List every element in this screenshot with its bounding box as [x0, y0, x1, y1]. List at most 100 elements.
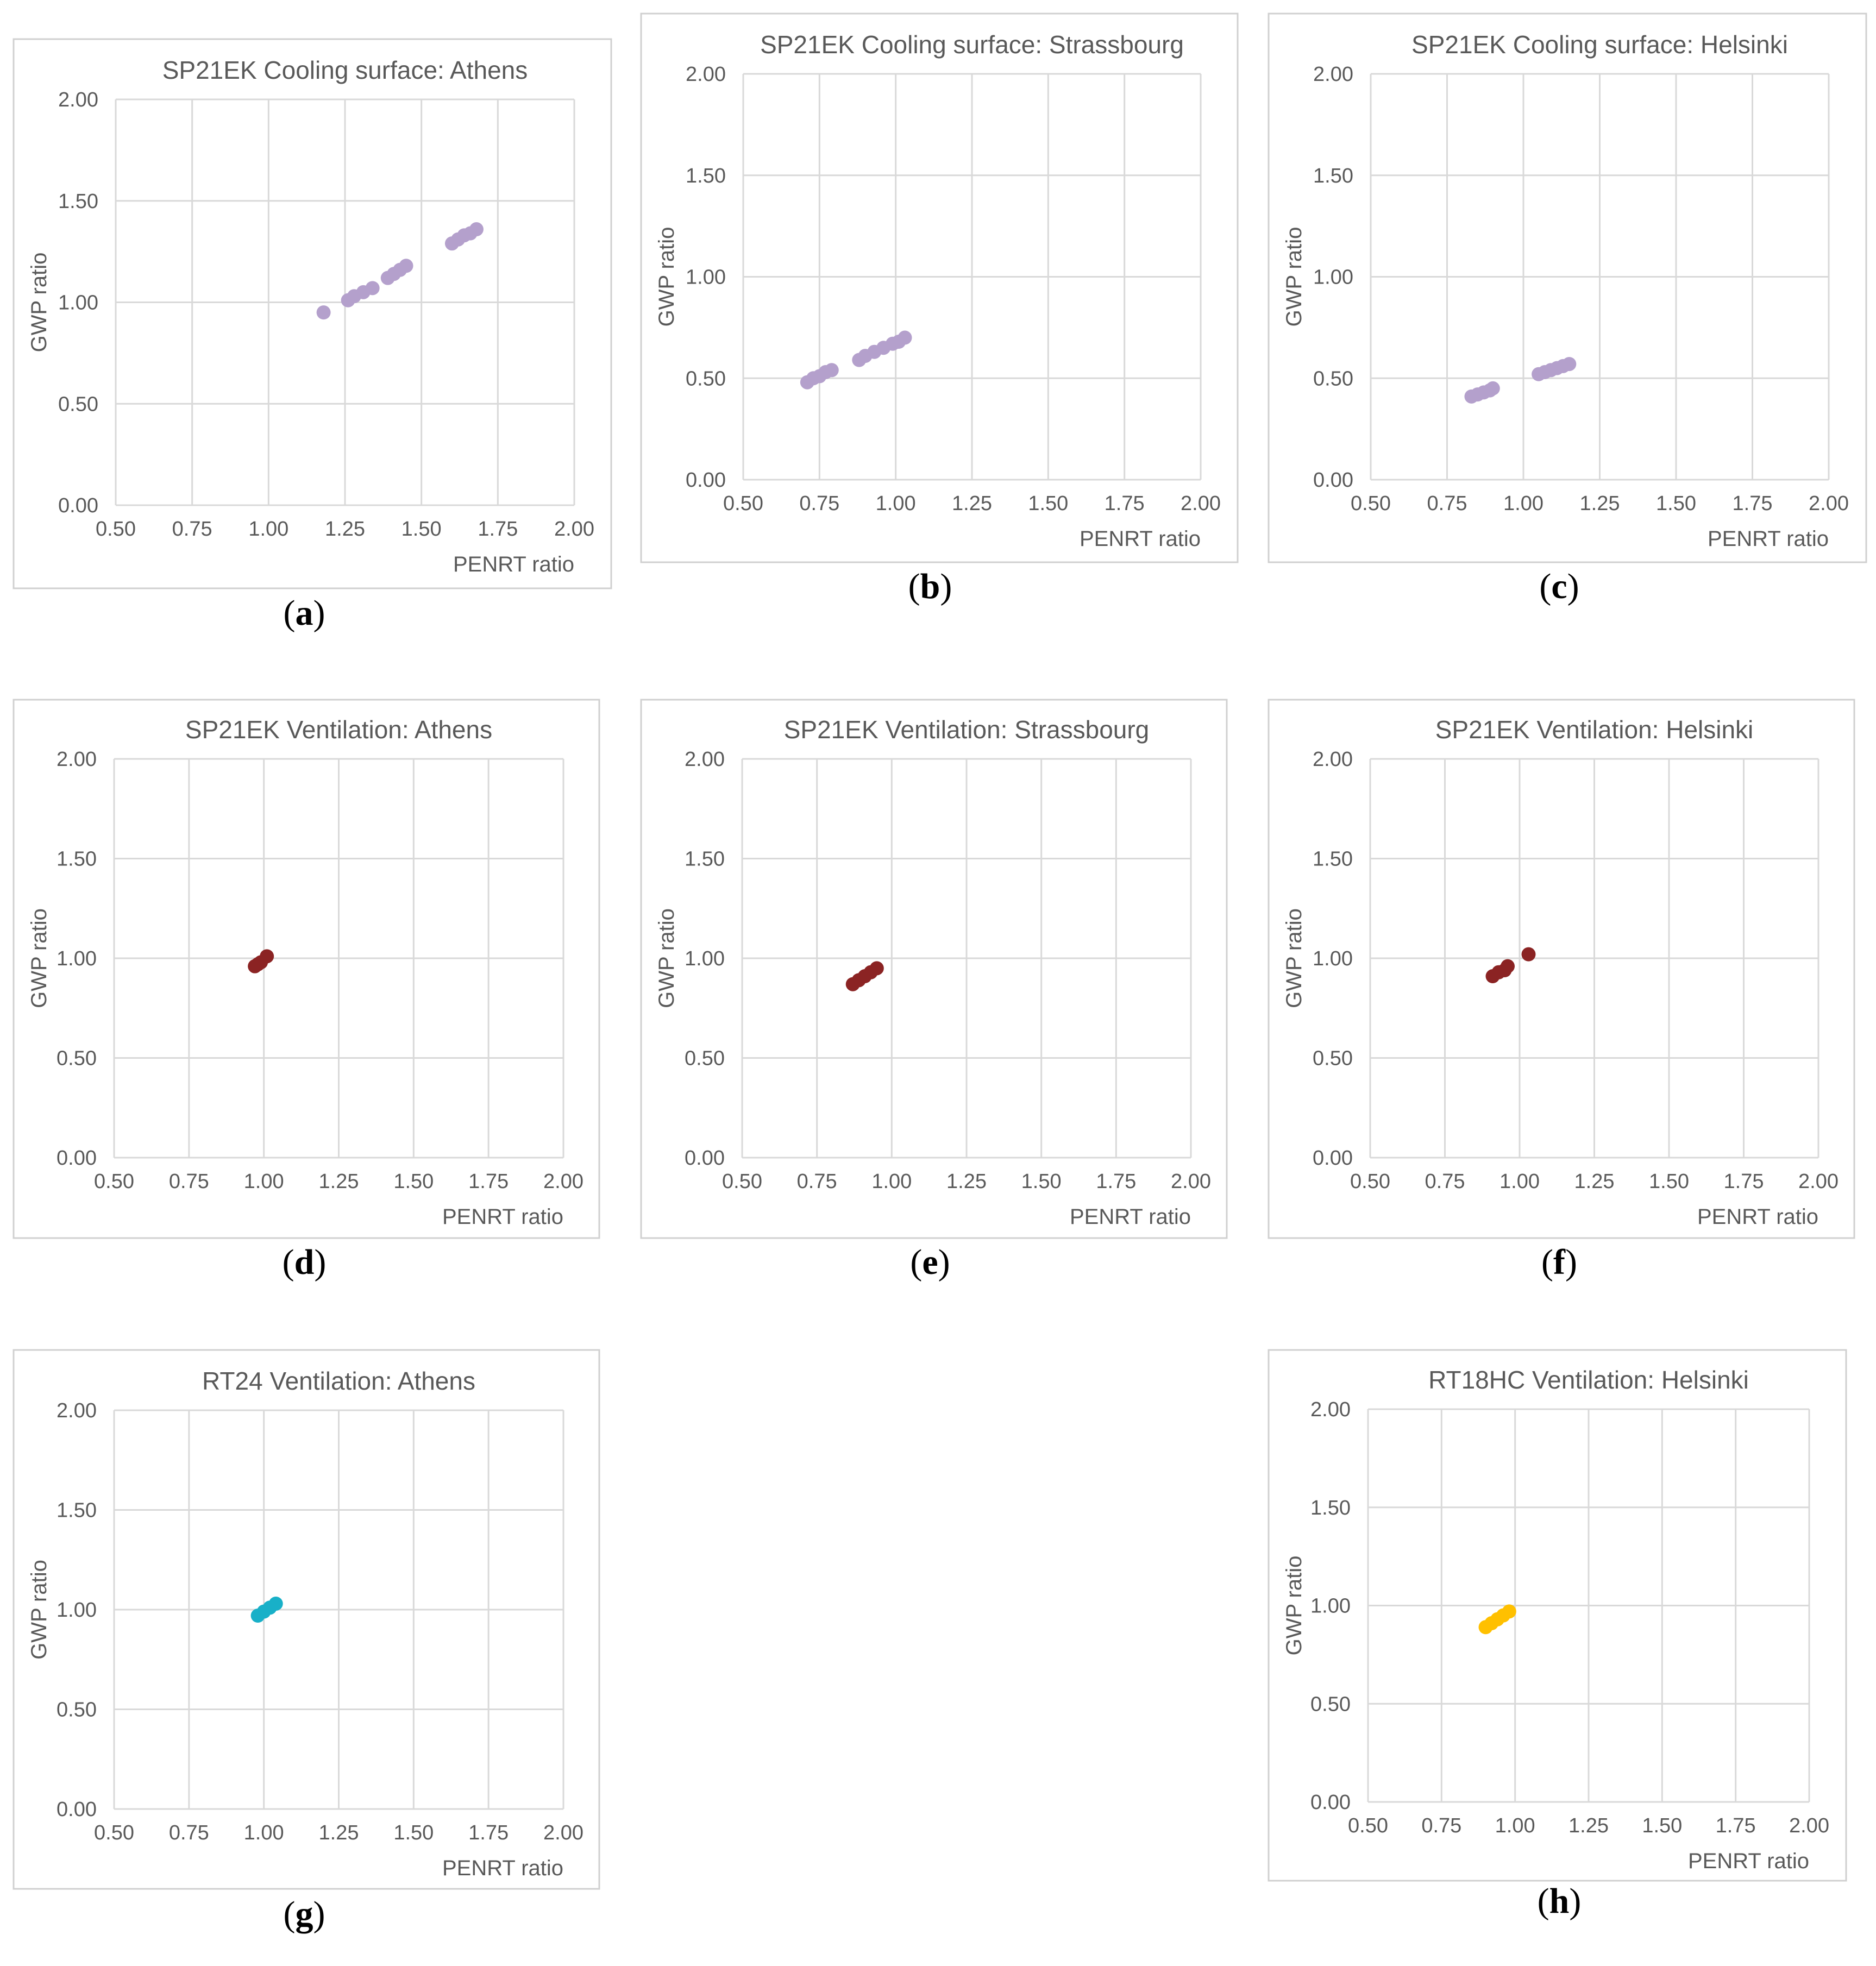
x-tick-label: 1.50: [401, 518, 442, 541]
data-point: [1502, 1604, 1516, 1619]
y-axis-label: GWP ratio: [1282, 908, 1306, 1008]
y-tick-label: 2.00: [685, 748, 725, 771]
data-point: [1562, 357, 1577, 372]
x-tick-label: 1.25: [319, 1821, 359, 1844]
y-tick-label: 0.00: [685, 1147, 725, 1170]
chart-panel-f: 0.50 0.75 1.00 1.25 1.50 1.75 2.000.000.501.00…: [1268, 699, 1855, 1239]
chart-panel-d: 0.50 0.75 1.00 1.25 1.50 1.75 2.000.000.501.00…: [12, 699, 600, 1239]
x-tick-label: 2.00: [543, 1821, 583, 1844]
chart-frame: [12, 1349, 600, 1890]
y-tick-label: 2.00: [1313, 63, 1353, 86]
x-tick-label: 1.50: [1028, 492, 1068, 515]
panel-label: (f): [1541, 1242, 1577, 1282]
y-tick-label: 1.50: [57, 848, 97, 871]
chart-panel-h: 0.50 0.75 1.00 1.25 1.50 1.75 2.000.000.501.00…: [1268, 1349, 1847, 1882]
y-tick-label: 1.50: [58, 190, 98, 213]
y-tick-label: 1.00: [685, 947, 725, 970]
x-tick-label: 1.50: [1642, 1814, 1682, 1837]
chart-title: RT24 Ventilation: Athens: [202, 1367, 475, 1395]
x-tick-label: 1.50: [1649, 1170, 1689, 1193]
y-tick-label: 0.50: [1313, 1047, 1353, 1070]
x-axis-label: PENRT ratio: [442, 1856, 563, 1880]
chart-title: SP21EK Ventilation: Helsinki: [1435, 715, 1754, 744]
panel-label: (b): [908, 567, 952, 606]
y-axis-label: GWP ratio: [655, 227, 679, 327]
x-axis-label: PENRT ratio: [1697, 1205, 1818, 1229]
chart-frame: [1268, 1349, 1847, 1882]
x-tick-label: 0.50: [1351, 492, 1391, 515]
data-point: [1521, 947, 1536, 962]
x-tick-label: 1.75: [1724, 1170, 1764, 1193]
y-tick-label: 2.00: [58, 89, 98, 111]
y-tick-label: 0.50: [1310, 1693, 1351, 1716]
x-tick-label: 1.75: [1096, 1170, 1136, 1193]
panel-label: (a): [284, 593, 325, 633]
chart-panel-b: 0.50 0.75 1.00 1.25 1.50 1.75 2.000.000.501.00…: [640, 12, 1239, 563]
y-tick-label: 0.00: [1313, 469, 1353, 492]
x-tick-label: 0.50: [94, 1170, 134, 1193]
x-tick-label: 1.50: [1021, 1170, 1062, 1193]
chart-frame: [12, 699, 600, 1239]
x-tick-label: 1.00: [1495, 1814, 1535, 1837]
x-tick-label: 1.75: [1105, 492, 1145, 515]
y-tick-label: 2.00: [1310, 1398, 1351, 1421]
x-tick-label: 2.00: [543, 1170, 583, 1193]
chart-frame: [640, 699, 1228, 1239]
x-tick-label: 1.25: [1580, 492, 1620, 515]
x-tick-label: 0.75: [169, 1821, 209, 1844]
x-tick-label: 1.50: [393, 1821, 434, 1844]
x-tick-label: 0.50: [723, 492, 763, 515]
x-axis-label: PENRT ratio: [453, 552, 574, 576]
x-tick-label: 2.00: [554, 518, 594, 541]
y-tick-label: 0.50: [685, 1047, 725, 1070]
x-tick-label: 1.00: [1503, 492, 1544, 515]
x-tick-label: 1.00: [871, 1170, 912, 1193]
x-tick-label: 0.75: [1421, 1814, 1461, 1837]
panel-label: (c): [1539, 567, 1579, 606]
chart-title: SP21EK Cooling surface: Strassbourg: [760, 30, 1184, 59]
x-tick-label: 0.50: [1348, 1814, 1388, 1837]
chart-panel-e: 0.50 0.75 1.00 1.25 1.50 1.75 2.000.000.501.00…: [640, 699, 1228, 1239]
y-tick-label: 0.00: [1313, 1147, 1353, 1170]
y-tick-label: 0.50: [686, 367, 726, 390]
y-tick-label: 0.00: [1310, 1791, 1351, 1814]
x-tick-label: 1.00: [876, 492, 916, 515]
x-tick-label: 2.00: [1171, 1170, 1211, 1193]
x-tick-label: 0.75: [797, 1170, 837, 1193]
x-tick-label: 1.50: [1656, 492, 1696, 515]
y-tick-label: 1.50: [686, 165, 726, 187]
y-tick-label: 0.50: [58, 393, 98, 416]
y-axis-label: GWP ratio: [1282, 227, 1306, 327]
y-tick-label: 1.50: [1313, 165, 1353, 187]
y-tick-label: 2.00: [57, 748, 97, 771]
y-tick-label: 1.50: [1310, 1497, 1351, 1519]
x-axis-label: PENRT ratio: [1080, 527, 1201, 551]
x-tick-label: 0.75: [172, 518, 212, 541]
x-tick-label: 1.00: [248, 518, 288, 541]
x-tick-label: 1.25: [325, 518, 365, 541]
chart-title: RT18HC Ventilation: Helsinki: [1428, 1366, 1749, 1394]
y-tick-label: 1.00: [58, 292, 98, 315]
chart-panel-c: 0.50 0.75 1.00 1.25 1.50 1.75 2.000.000.501.00…: [1268, 12, 1867, 563]
x-tick-label: 1.25: [319, 1170, 359, 1193]
x-tick-label: 0.50: [722, 1170, 762, 1193]
y-tick-label: 0.00: [57, 1798, 97, 1821]
chart-panel-g: 0.50 0.75 1.00 1.25 1.50 1.75 2.000.000.501.00…: [12, 1349, 600, 1890]
y-tick-label: 1.00: [57, 1599, 97, 1622]
y-axis-label: GWP ratio: [655, 908, 679, 1008]
y-tick-label: 1.00: [57, 947, 97, 970]
x-tick-label: 1.75: [478, 518, 518, 541]
y-tick-label: 0.00: [58, 494, 98, 517]
x-tick-label: 0.50: [96, 518, 136, 541]
panel-label: (d): [283, 1242, 327, 1282]
x-tick-label: 0.75: [799, 492, 839, 515]
x-tick-label: 0.75: [1427, 492, 1467, 515]
y-tick-label: 0.00: [57, 1147, 97, 1170]
panel-label: (g): [284, 1894, 325, 1934]
x-tick-label: 1.25: [952, 492, 992, 515]
data-point: [1485, 381, 1500, 395]
data-point: [1501, 959, 1515, 973]
x-tick-label: 1.25: [946, 1170, 987, 1193]
y-tick-label: 0.00: [686, 469, 726, 492]
x-tick-label: 2.00: [1798, 1170, 1839, 1193]
